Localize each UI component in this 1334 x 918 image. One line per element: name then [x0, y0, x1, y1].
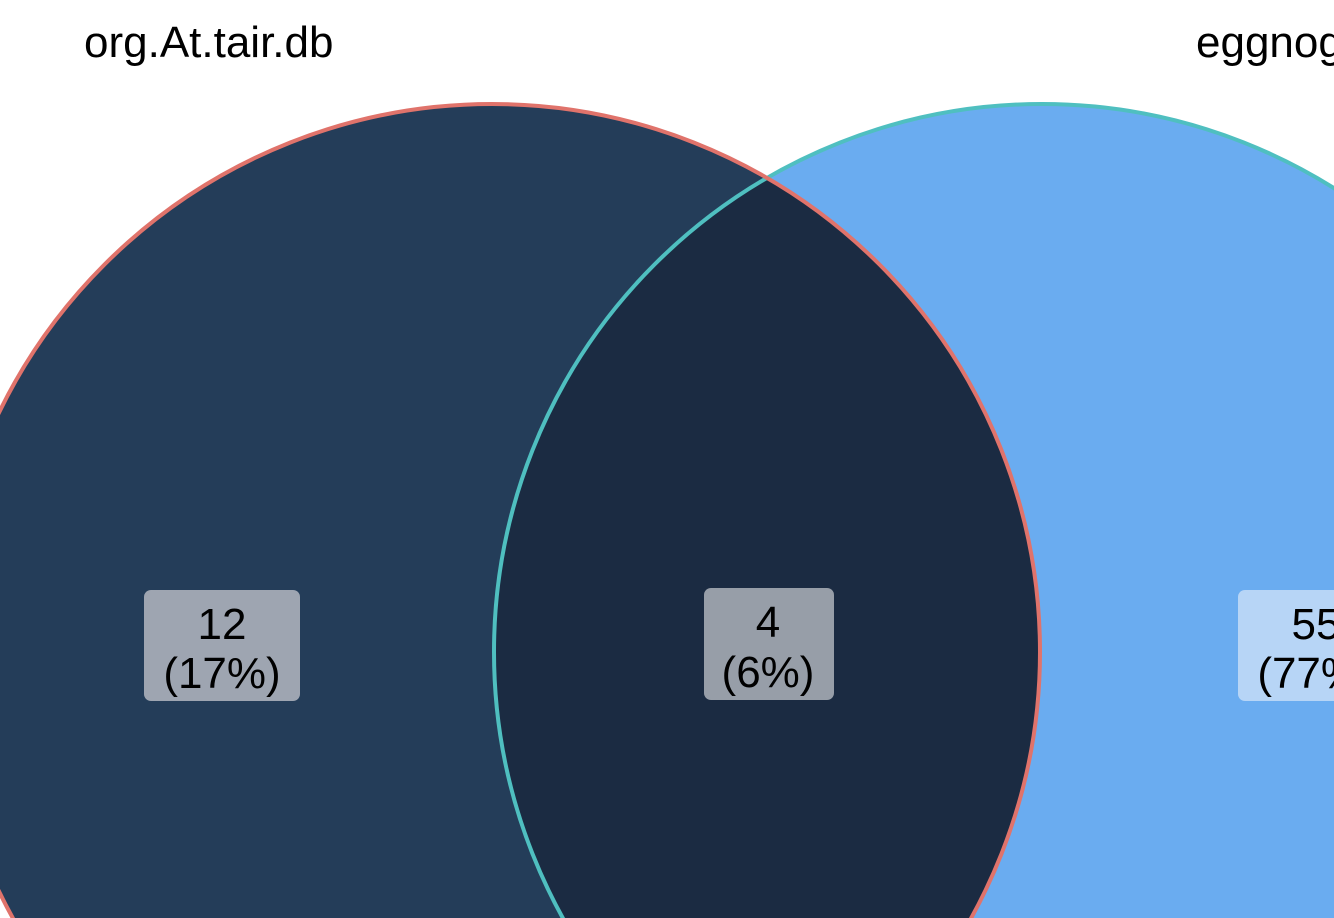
- set-outline-right: [492, 102, 1334, 918]
- region-count: 12: [198, 600, 247, 649]
- region-count: 4: [756, 598, 780, 647]
- set-label: org.At.tair.db: [84, 18, 333, 67]
- region-count: 55: [1292, 600, 1334, 649]
- set-label: eggnog: [1196, 18, 1334, 67]
- region-percent: (17%): [163, 649, 280, 698]
- set-outline-left: [0, 102, 1042, 918]
- label-box: [704, 588, 834, 700]
- label-box: [1238, 590, 1334, 701]
- region-percent: (77%): [1257, 649, 1334, 698]
- intersection: [494, 104, 1040, 918]
- label-box: [144, 590, 300, 701]
- region-percent: (6%): [722, 648, 815, 697]
